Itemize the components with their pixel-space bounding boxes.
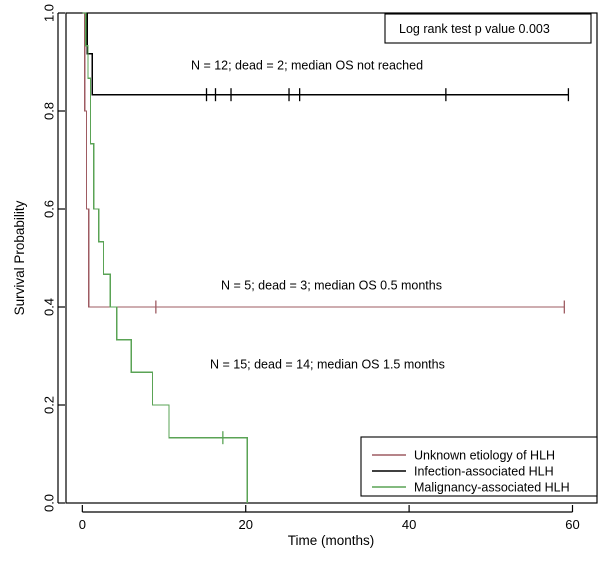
y-tick-label: 0.2: [41, 396, 56, 414]
x-axis: 0 20 40 60: [79, 505, 580, 532]
chart-annotations: N = 12; dead = 2; median OS not reached N…: [191, 58, 445, 371]
y-tick-label: 0.4: [41, 298, 56, 316]
survival-curve-2: [82, 12, 249, 503]
curve-line: [82, 12, 249, 503]
y-tick-label: 0.8: [41, 102, 56, 120]
y-axis: 0.0 0.2 0.4 0.6 0.8 1.0: [41, 4, 65, 512]
y-tick-label: 0.0: [41, 494, 56, 512]
y-tick-label: 0.6: [41, 200, 56, 218]
curve-line: [82, 12, 565, 308]
legend-label-0: Unknown etiology of HLH: [414, 449, 555, 463]
x-tick-label: 40: [402, 517, 416, 532]
legend-label-1: Infection-associated HLH: [414, 465, 554, 479]
curve-line: [82, 12, 569, 96]
pvalue-label: Log rank test p value 0.003: [399, 22, 550, 36]
legend-label-2: Malignancy-associated HLH: [414, 481, 570, 495]
pvalue-box: Log rank test p value 0.003: [384, 13, 592, 44]
x-tick-label: 60: [565, 517, 579, 532]
survival-curves: [82, 12, 570, 503]
infection-group-annotation: N = 12; dead = 2; median OS not reached: [191, 58, 423, 72]
x-tick-label: 0: [79, 517, 86, 532]
x-tick-label: 20: [238, 517, 252, 532]
x-axis-title: Time (months): [288, 533, 375, 548]
y-axis-title: Survival Probability: [12, 200, 27, 315]
survival-curve-0: [82, 12, 565, 314]
survival-curve-1: [82, 12, 570, 102]
unknown-group-annotation: N = 5; dead = 3; median OS 0.5 months: [221, 278, 442, 292]
plot-frame: [65, 12, 598, 504]
chart-legend: Unknown etiology of HLH Infection-associa…: [360, 436, 598, 497]
malignancy-group-annotation: N = 15; dead = 14; median OS 1.5 months: [210, 357, 445, 371]
y-tick-label: 1.0: [41, 4, 56, 22]
